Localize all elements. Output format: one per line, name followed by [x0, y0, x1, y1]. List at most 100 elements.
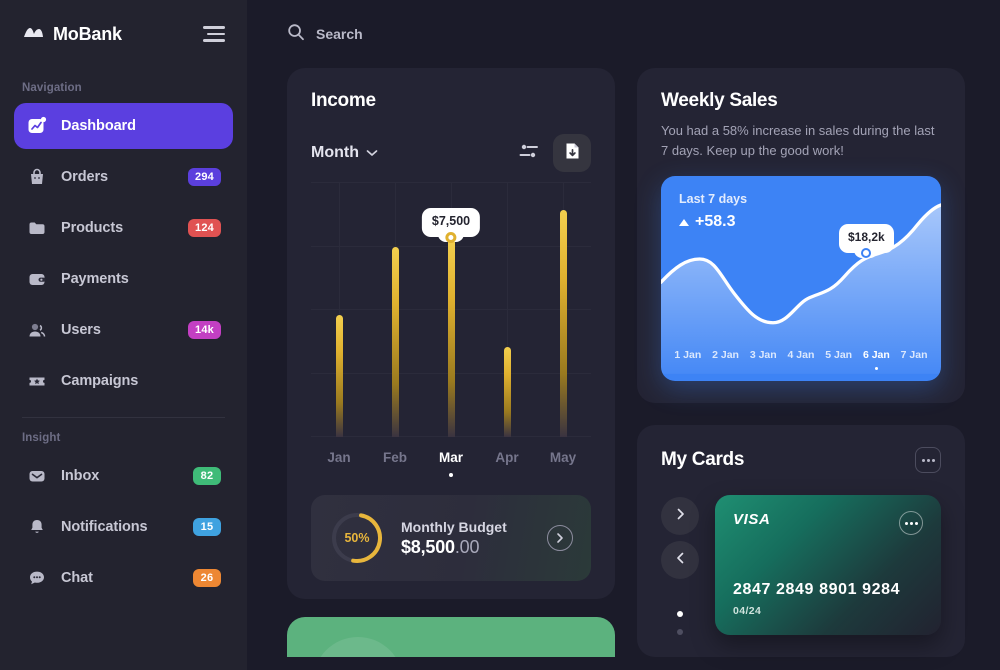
axis-label-feb[interactable]: Feb	[382, 450, 407, 465]
budget-amount-cents: .00	[454, 536, 480, 557]
shopping-bag-icon	[26, 166, 48, 188]
chevron-left-icon	[675, 551, 686, 570]
sidebar-badge-orders: 294	[188, 168, 221, 186]
axis-label-2jan[interactable]: 2 Jan	[712, 348, 739, 361]
monthly-budget-row[interactable]: 50% Monthly Budget $8,500.00	[311, 495, 591, 581]
axis-label-mar[interactable]: Mar	[424, 449, 478, 477]
period-dropdown[interactable]: Month	[311, 144, 378, 162]
axis-label-jan[interactable]: Jan	[327, 450, 351, 465]
axis-active-dot	[874, 366, 879, 370]
axis-label-may[interactable]: May	[549, 450, 577, 465]
chevron-down-icon	[366, 144, 378, 162]
sidebar-item-users[interactable]: Users 14k	[14, 307, 233, 353]
sidebar: MoBank Navigation Dashboard Orders 294	[0, 0, 247, 670]
sidebar-item-label: Payments	[61, 271, 129, 287]
bar-tooltip-value: $7,500	[431, 214, 471, 228]
green-card-preview[interactable]	[287, 617, 615, 657]
my-cards-title: My Cards	[661, 449, 745, 470]
bar-slot-apr[interactable]	[480, 182, 534, 437]
search-input[interactable]: Search	[316, 26, 363, 42]
my-cards-header: My Cards	[661, 447, 941, 473]
pagination-dot[interactable]	[677, 629, 683, 635]
users-icon	[26, 319, 48, 341]
nav-section-label: Navigation	[22, 82, 82, 94]
sidebar-item-inbox[interactable]: Inbox 82	[14, 453, 233, 499]
credit-card-menu-icon[interactable]	[899, 511, 923, 535]
sidebar-item-notifications[interactable]: Notifications 15	[14, 504, 233, 550]
sidebar-badge-users: 14k	[188, 321, 221, 339]
sidebar-item-chat[interactable]: Chat 26	[14, 555, 233, 601]
bar-slot-jan[interactable]	[312, 182, 366, 437]
sidebar-item-orders[interactable]: Orders 294	[14, 154, 233, 200]
visa-logo: VISA	[733, 511, 771, 528]
axis-label-apr[interactable]: Apr	[495, 450, 519, 465]
nav-section-navigation: Navigation Dashboard Orders 294 Products	[14, 68, 233, 404]
topbar: Search	[287, 0, 965, 68]
period-label: Month	[311, 144, 359, 161]
envelope-icon	[26, 465, 48, 487]
weekly-summary-value-row: +58.3	[679, 213, 923, 231]
bar-tooltip-mar: $7,500	[421, 208, 481, 243]
my-cards-nav	[661, 495, 699, 635]
card-pagination[interactable]	[677, 611, 683, 635]
axis-label-5jan[interactable]: 5 Jan	[825, 348, 853, 361]
area-chart-x-axis: 1 Jan 2 Jan 3 Jan 4 Jan 5 Jan 6 Jan 7 Ja…	[661, 345, 941, 370]
hamburger-icon[interactable]	[203, 22, 225, 45]
area-chart-svg	[661, 203, 941, 374]
sidebar-item-label: Campaigns	[61, 373, 139, 389]
sidebar-badge-products: 124	[188, 219, 221, 237]
sidebar-item-products[interactable]: Products 124	[14, 205, 233, 251]
budget-percent-label: 50%	[344, 531, 370, 545]
next-card-button[interactable]	[661, 497, 699, 535]
sidebar-item-campaigns[interactable]: Campaigns	[14, 358, 233, 404]
sidebar-divider	[22, 417, 225, 418]
sidebar-item-label: Orders	[61, 169, 108, 185]
pagination-dot-active[interactable]	[677, 611, 683, 617]
credit-card-visa[interactable]: VISA 2847 2849 8901 9284 04/24	[715, 495, 941, 635]
brand-name: MoBank	[53, 23, 122, 44]
axis-label-6jan[interactable]: 6 Jan	[863, 345, 890, 370]
area-tooltip-value: $18,2k	[848, 230, 885, 244]
axis-label-4jan[interactable]: 4 Jan	[787, 348, 815, 361]
download-report-button[interactable]	[553, 134, 591, 172]
bar-slot-may[interactable]	[536, 182, 590, 437]
axis-label-3jan[interactable]: 3 Jan	[749, 348, 777, 361]
search-icon[interactable]	[287, 23, 305, 46]
sidebar-item-payments[interactable]: Payments	[14, 256, 233, 302]
budget-amount-main: $8,500	[401, 536, 455, 557]
dashboard-grid: Income Month	[287, 68, 965, 657]
chart-image-icon	[26, 115, 48, 137]
income-actions	[518, 134, 591, 172]
weekly-summary-label: Last 7 days	[679, 192, 748, 206]
sliders-icon[interactable]	[518, 142, 540, 165]
sidebar-item-label: Chat	[61, 570, 93, 586]
bar-slot-mar[interactable]: $7,500	[421, 182, 481, 437]
axis-label-7jan[interactable]: 7 Jan	[900, 348, 928, 361]
my-cards-card: My Cards	[637, 425, 965, 657]
chevron-right-icon[interactable]	[547, 525, 573, 551]
weekly-sales-subtitle: You had a 58% increase in sales during t…	[661, 123, 935, 158]
wallet-icon	[26, 268, 48, 290]
axis-active-dot	[449, 473, 453, 477]
brand[interactable]: MoBank	[22, 24, 122, 45]
sidebar-badge-chat: 26	[193, 569, 221, 587]
sidebar-item-label: Notifications	[61, 519, 148, 535]
axis-label-1jan[interactable]: 1 Jan	[674, 348, 702, 361]
chat-bubble-icon	[26, 567, 48, 589]
budget-title: Monthly Budget	[401, 518, 507, 535]
ticket-star-icon	[26, 370, 48, 392]
left-column: Income Month	[287, 68, 615, 657]
sidebar-item-dashboard[interactable]: Dashboard	[14, 103, 233, 149]
sidebar-item-label: Dashboard	[61, 118, 136, 134]
bar-slot-feb[interactable]	[368, 182, 422, 437]
weekly-sales-title: Weekly Sales	[661, 90, 778, 111]
credit-card-expiry: 04/24	[733, 605, 762, 617]
income-card: Income Month	[287, 68, 615, 599]
folder-icon	[26, 217, 48, 239]
weekly-sales-area-chart[interactable]: Last 7 days +58.3 $18,2k 1 Jan	[661, 176, 941, 381]
prev-card-button[interactable]	[661, 541, 699, 579]
sidebar-item-label: Users	[61, 322, 101, 338]
chart-x-axis: Jan Feb Mar Apr May	[311, 449, 591, 477]
ellipsis-icon[interactable]	[915, 447, 941, 473]
right-column: Weekly Sales You had a 58% increase in s…	[637, 68, 965, 657]
